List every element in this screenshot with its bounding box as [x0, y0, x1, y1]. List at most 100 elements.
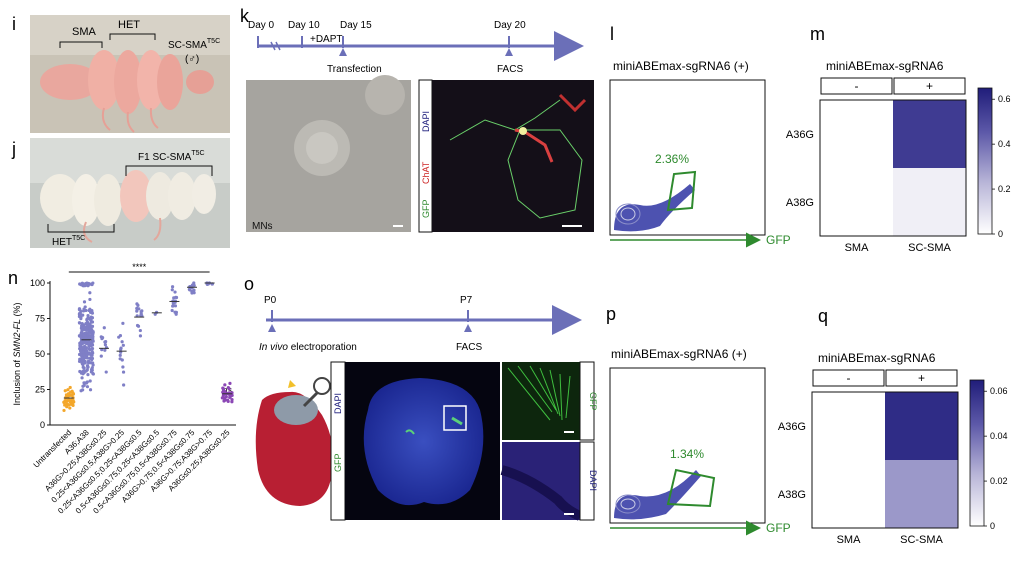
data-point [83, 361, 87, 365]
heatmap-row-label: A38G [786, 197, 814, 209]
heatmap-row-label: A36G [786, 129, 814, 141]
panel-label-j: j [11, 139, 16, 159]
data-point [86, 284, 90, 288]
heatmap-col-label: SMA [837, 534, 862, 546]
y-tick-label: 25 [35, 385, 45, 395]
data-point [137, 307, 141, 311]
flow-l-title: miniABEmax-sgRNA6 (+) [613, 59, 749, 73]
colorbar-tick-label: 0.02 [990, 476, 1008, 486]
bracket-f1 [125, 165, 213, 176]
data-point [81, 346, 85, 350]
data-point [226, 399, 230, 404]
data-point [78, 341, 82, 345]
data-point [171, 304, 175, 308]
condition-label: + [918, 371, 925, 385]
data-point [136, 303, 140, 308]
flow-p-axis-label: GFP [766, 521, 791, 535]
data-point [118, 334, 123, 338]
label-facs-k: FACS [497, 64, 523, 75]
label-sma: SMA [72, 26, 97, 38]
data-point [99, 354, 103, 358]
data-point [85, 317, 89, 321]
panel-label-n: n [8, 268, 18, 288]
panel-label-q: q [818, 306, 828, 326]
data-point [221, 389, 226, 393]
data-point [89, 318, 93, 322]
data-point [170, 288, 174, 292]
data-point [100, 337, 104, 341]
data-point [119, 346, 123, 350]
data-point [91, 332, 95, 336]
colorbar-tick-label: 0.6 [998, 94, 1011, 104]
data-point [80, 359, 85, 363]
y-axis-label-suffix: (%) [12, 302, 22, 319]
data-point [65, 399, 69, 403]
flow-plot-l [609, 79, 766, 236]
label-sex-symbol: (♂) [185, 54, 199, 65]
data-point [173, 304, 178, 308]
y-tick-label: 100 [30, 278, 45, 288]
data-point [88, 379, 92, 383]
label-in-vivo: In vivo [259, 342, 288, 353]
marker-facs-k [505, 48, 513, 56]
label-transfection: Transfection [327, 64, 382, 75]
label-day10: Day 10 [288, 20, 320, 31]
label-dapt: +DAPT [310, 34, 343, 45]
label-chat-k: ChAT [421, 161, 431, 184]
label-electroporation-word: electroporation [291, 342, 357, 353]
colorbar [977, 87, 993, 235]
data-point [82, 325, 86, 329]
data-point [104, 340, 108, 344]
photo-i [30, 15, 230, 133]
data-point [90, 357, 94, 362]
data-point [120, 340, 124, 344]
data-point [89, 282, 93, 286]
data-point [91, 361, 95, 365]
data-point [174, 295, 178, 299]
zoom-box [443, 405, 467, 431]
data-point [89, 329, 93, 334]
data-point [171, 301, 175, 305]
label-scsma-main: SC-SMA [168, 40, 207, 51]
data-point [91, 335, 95, 339]
flow-plot-p [609, 367, 766, 524]
label-gfp-zoom: GFP [588, 392, 598, 411]
data-point [77, 359, 82, 363]
data-point [121, 370, 126, 374]
flow-l-axis-label: GFP [766, 233, 791, 247]
data-point [68, 406, 72, 410]
marker-transfection [339, 48, 347, 56]
data-point [103, 343, 108, 347]
label-f1-scsma: F1 SC-SMAT5C [138, 150, 205, 163]
label-het: HET [118, 19, 140, 31]
data-point [121, 321, 125, 325]
data-point [80, 376, 84, 380]
panel-label-k: k [240, 6, 250, 26]
panel-label-o: o [244, 274, 254, 294]
colorbar [969, 379, 985, 527]
data-point [88, 297, 92, 302]
heatmap-cell [820, 168, 893, 236]
label-mns: MNs [252, 221, 273, 232]
data-point [85, 368, 89, 372]
panel-label-p: p [606, 304, 616, 324]
data-point [136, 324, 141, 328]
y-tick-label: 75 [35, 314, 45, 324]
data-point [66, 388, 70, 392]
heatmap-cell [812, 460, 885, 528]
label-het-j: HETT5C [52, 235, 85, 248]
heatmap-title: miniABEmax-sgRNA6 [818, 351, 936, 365]
data-point [90, 349, 94, 354]
photo-j [30, 138, 230, 248]
label-scsma-sup: T5C [207, 38, 220, 45]
flow-p-percent: 1.34% [670, 447, 704, 461]
gate-l [666, 170, 697, 212]
heatmap-q: miniABEmax-sgRNA6 - + A36G A38G SMA SC-SMA 0 0.0… [778, 351, 1008, 546]
panel-label-l: l [610, 24, 614, 44]
data-point [62, 408, 66, 413]
label-het-j-main: HET [52, 237, 72, 248]
heatmap-frame [819, 99, 967, 237]
pup-illustration [255, 377, 333, 506]
data-point [82, 300, 87, 304]
